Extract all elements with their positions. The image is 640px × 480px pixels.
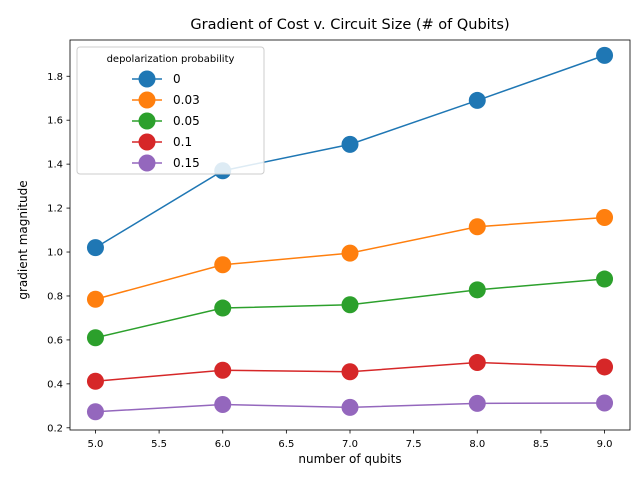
data-point-1-2 <box>341 244 359 262</box>
data-point-3-4 <box>596 358 614 376</box>
legend-title: depolarization probability <box>107 54 235 65</box>
legend-label-2: 0.05 <box>173 114 200 128</box>
data-point-0-0 <box>86 239 104 257</box>
data-point-3-3 <box>468 354 486 372</box>
y-tick-label-5: 1.2 <box>47 204 63 215</box>
data-point-2-4 <box>596 270 614 288</box>
data-point-0-3 <box>468 91 486 109</box>
y-axis-label: gradient magnitude <box>16 180 30 299</box>
plot-area <box>69 39 631 431</box>
x-tick-label-0: 5.0 <box>88 439 104 450</box>
data-point-2-1 <box>214 299 232 317</box>
y-axis: 0.2 0.4 0.6 0.8 1.0 1.2 1.4 1.6 1.8 <box>47 72 70 434</box>
x-tick-label-6: 8.0 <box>469 439 485 450</box>
legend-label-1: 0.03 <box>173 93 200 107</box>
x-tick-label-2: 6.0 <box>215 439 231 450</box>
data-point-4-3 <box>468 394 486 412</box>
data-point-1-3 <box>468 218 486 236</box>
x-tick-label-1: 5.5 <box>151 439 167 450</box>
data-point-4-1 <box>214 396 232 414</box>
legend-box <box>76 46 265 175</box>
data-point-0-4 <box>596 46 614 64</box>
legend-marker-3 <box>138 133 156 151</box>
x-tick-label-7: 8.5 <box>533 439 549 450</box>
y-tick-label-0: 0.2 <box>47 423 63 434</box>
data-point-4-4 <box>596 394 614 412</box>
y-tick-label-2: 0.6 <box>47 335 63 346</box>
data-point-2-2 <box>341 296 359 314</box>
data-point-1-0 <box>86 290 104 308</box>
y-tick-label-4: 1.0 <box>47 248 63 259</box>
data-point-1-4 <box>596 209 614 227</box>
x-tick-label-3: 6.5 <box>278 439 294 450</box>
legend-label-3: 0.1 <box>173 135 192 149</box>
y-tick-label-8: 1.8 <box>47 72 63 83</box>
data-point-4-2 <box>341 398 359 416</box>
data-point-1-1 <box>214 256 232 274</box>
legend-marker-2 <box>138 112 156 130</box>
y-tick-label-6: 1.4 <box>47 160 63 171</box>
x-tick-label-4: 7.0 <box>342 439 358 450</box>
data-point-4-0 <box>86 403 104 421</box>
x-tick-label-8: 9.0 <box>597 439 613 450</box>
legend-marker-4 <box>138 154 156 172</box>
x-tick-label-5: 7.5 <box>406 439 422 450</box>
legend-marker-0 <box>138 70 156 88</box>
data-point-3-2 <box>341 363 359 381</box>
y-tick-label-3: 0.8 <box>47 291 63 302</box>
legend: depolarization probability 0 0.03 0.05 0.1 0.… <box>76 46 265 175</box>
y-tick-label-7: 1.6 <box>47 116 63 127</box>
data-point-3-0 <box>86 372 104 390</box>
x-axis: 5.0 5.5 6.0 6.5 7.0 7.5 8.0 8.5 9.0 <box>88 430 613 450</box>
legend-label-0: 0 <box>173 72 181 86</box>
x-axis-label: number of qubits <box>298 452 401 466</box>
legend-label-4: 0.15 <box>173 156 200 170</box>
data-point-2-0 <box>86 329 104 347</box>
legend-marker-1 <box>138 91 156 109</box>
y-tick-label-1: 0.4 <box>47 379 63 390</box>
data-point-3-1 <box>214 361 232 379</box>
data-point-2-3 <box>468 281 486 299</box>
data-point-0-2 <box>341 135 359 153</box>
chart-title: Gradient of Cost v. Circuit Size (# of Q… <box>190 17 509 33</box>
